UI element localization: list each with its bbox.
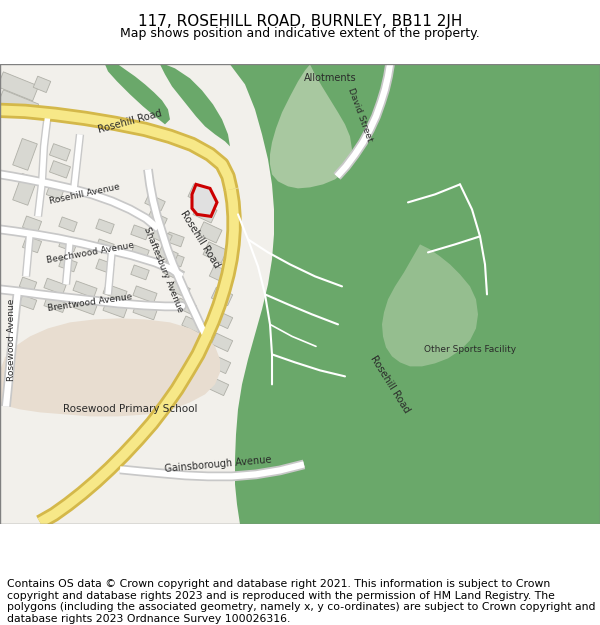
Polygon shape [160,64,230,146]
Polygon shape [0,318,220,416]
Bar [166,252,184,267]
Polygon shape [0,64,600,524]
Polygon shape [382,244,478,366]
Polygon shape [230,64,600,524]
Bar [0,90,38,119]
Bar [44,278,66,294]
Text: Rosehill Road: Rosehill Road [97,108,163,135]
Text: Other Sports Facility: Other Sports Facility [424,345,516,354]
Bar [19,295,37,309]
Bar [103,301,127,318]
Bar [145,194,165,211]
Bar [44,296,66,312]
Text: 117, ROSEHILL ROAD, BURNLEY, BB11 2JH: 117, ROSEHILL ROAD, BURNLEY, BB11 2JH [138,14,462,29]
Text: Rosehill Road: Rosehill Road [368,354,412,415]
Bar [353,117,371,136]
Bar [209,265,230,284]
Bar [198,222,222,243]
Bar [211,310,233,329]
Bar [49,161,71,178]
Bar [131,245,149,260]
Bar [131,265,149,280]
Polygon shape [105,64,170,124]
Bar [13,174,37,205]
Text: Contains OS data © Crown copyright and database right 2021. This information is : Contains OS data © Crown copyright and d… [7,579,596,624]
Polygon shape [270,64,352,188]
Bar [59,257,77,272]
Text: Shaftesbury Avenue: Shaftesbury Avenue [142,226,184,313]
Bar [170,281,190,298]
Bar [59,217,77,232]
Bar [203,242,227,263]
Bar [0,72,38,101]
Bar [209,355,230,374]
Bar [131,225,149,240]
Bar [13,139,37,170]
Text: Gainsborough Avenue: Gainsborough Avenue [164,455,272,474]
Bar [147,211,167,227]
Text: Rosehill Avenue: Rosehill Avenue [49,182,121,206]
Text: Allotments: Allotments [304,73,356,83]
Bar [187,334,207,351]
Bar [152,228,172,245]
Bar [211,287,233,306]
Bar [190,351,210,368]
Bar [73,298,97,315]
Bar [188,184,212,205]
Bar [46,185,64,199]
Bar [96,239,114,254]
Bar [349,55,391,94]
Bar [33,76,51,92]
Bar [22,236,41,252]
Bar [49,144,71,161]
Bar [340,72,364,97]
Bar [176,298,196,315]
Bar [19,277,37,292]
Text: Rosewood Primary School: Rosewood Primary School [63,404,197,414]
Bar [22,216,41,232]
Bar [166,232,184,247]
Text: Map shows position and indicative extent of the property.: Map shows position and indicative extent… [120,28,480,41]
Text: Brentwood Avenue: Brentwood Avenue [47,292,133,312]
Bar [158,246,178,262]
Bar [101,352,159,381]
Text: David Street: David Street [346,86,374,142]
Bar [137,382,159,396]
Bar [59,237,77,252]
Text: Beechwood Avenue: Beechwood Avenue [46,240,134,264]
Bar [103,284,127,301]
Bar [96,219,114,234]
Bar [73,281,97,298]
Polygon shape [192,184,217,216]
Bar [164,264,184,281]
Bar [193,202,217,223]
Bar [211,333,233,352]
Text: Rosehill Road: Rosehill Road [178,209,221,270]
Text: Rosewood Avenue: Rosewood Avenue [7,298,17,381]
Bar [96,259,114,274]
Bar [133,286,157,303]
Bar [348,96,368,118]
Bar [182,316,202,332]
Bar [357,137,375,156]
Bar [133,303,157,320]
Bar [208,377,229,396]
